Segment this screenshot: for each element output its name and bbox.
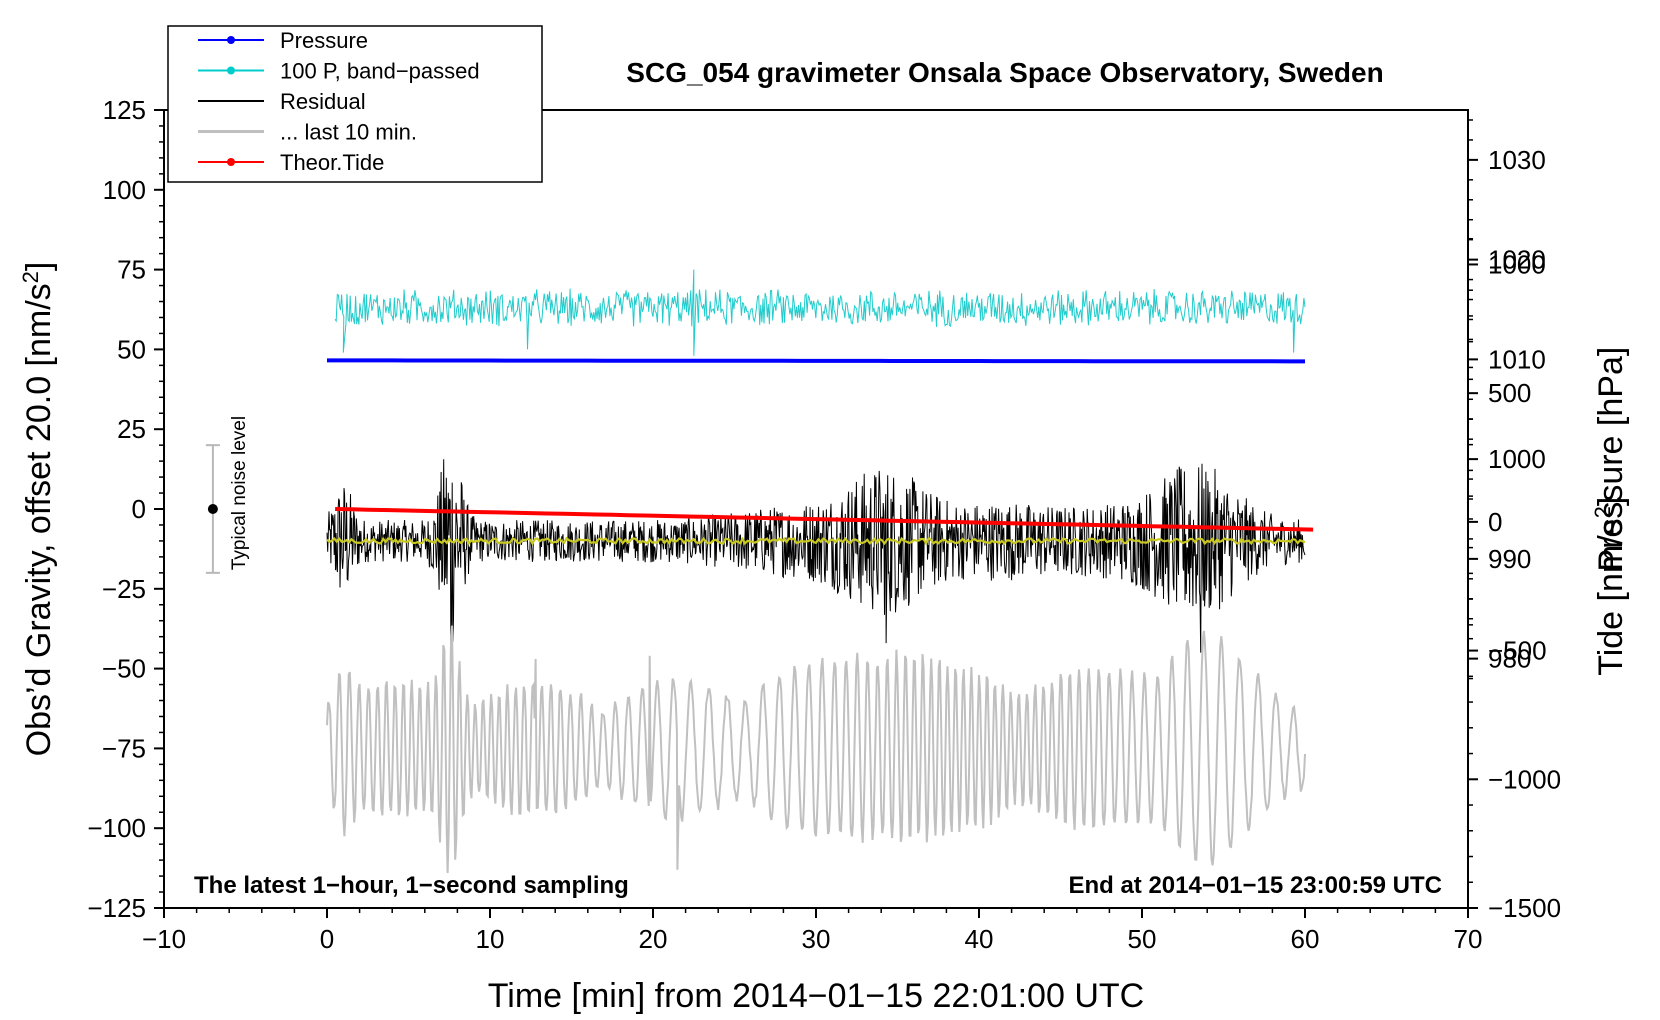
pressure-tick-label: 990 <box>1488 544 1531 574</box>
legend-label: 100 P, band−passed <box>280 59 480 84</box>
series-residual <box>326 459 1306 656</box>
tide-tick-label: −1500 <box>1488 893 1561 923</box>
pressure-tick-label: 1010 <box>1488 344 1546 374</box>
legend-label: Pressure <box>280 28 368 53</box>
y-tick-label: −125 <box>87 893 146 923</box>
series-layer <box>326 269 1314 874</box>
x-tick-label: 10 <box>476 924 505 954</box>
y-axis-title-tide: Tide [nm/s2] <box>1590 497 1630 676</box>
y-axis-title-left-main: Obs’d Gravity, offset 20.0 [nm/s <box>20 283 58 756</box>
tide-tick-label: −1000 <box>1488 764 1561 794</box>
tide-tick-label: 1000 <box>1488 249 1546 279</box>
y-tick-label: −25 <box>102 574 146 604</box>
x-tick-label: 0 <box>320 924 334 954</box>
y-axis-title-left-end: ] <box>20 262 58 271</box>
axes-layer: −10 0 10 20 30 40 50 60 701251007550250−25−50−75… <box>87 95 1561 954</box>
y-tick-label: −75 <box>102 733 146 763</box>
tide-tick-label: −500 <box>1488 636 1547 666</box>
y-tick-label: −50 <box>102 654 146 684</box>
x-tick-label: −10 <box>142 924 186 954</box>
noise-level-label: Typical noise level <box>229 416 250 570</box>
y-tick-label: 75 <box>117 255 146 285</box>
pressure-tick-label: 1030 <box>1488 145 1546 175</box>
pressure-tick-label: 1000 <box>1488 444 1546 474</box>
series-pressure <box>327 358 1305 364</box>
legend-label: ... last 10 min. <box>280 120 417 145</box>
legend-swatch-marker <box>227 36 235 44</box>
y-axis-title-tide-end: ] <box>1592 497 1630 506</box>
x-tick-label: 50 <box>1128 924 1157 954</box>
noise-bar-center-dot <box>207 504 218 514</box>
series-last-10-min <box>326 625 1306 874</box>
x-tick-label: 20 <box>639 924 668 954</box>
y-tick-label: 50 <box>117 334 146 364</box>
legend-entry: Theor.Tide <box>198 150 384 175</box>
series-residual-smoothed <box>326 536 1306 546</box>
legend: Pressure 100 P, band−passed Residual ... la… <box>167 25 543 183</box>
legend-label: Theor.Tide <box>280 150 384 175</box>
x-tick-label: 40 <box>965 924 994 954</box>
legend-label: Residual <box>280 89 366 114</box>
y-axis-title-tide-main: Tide [nm/s <box>1592 518 1630 675</box>
annotation-sampling: The latest 1−hour, 1−second sampling <box>194 872 629 899</box>
y-tick-label: 25 <box>117 414 146 444</box>
pressure-tick-label: 980 <box>1488 644 1531 674</box>
y-axis-title-left-sup: 2 <box>18 271 43 283</box>
y-axis-title-tide-sup: 2 <box>1590 506 1615 518</box>
pressure-tick-label: 1020 <box>1488 245 1546 275</box>
series-pressure-bandpassed <box>334 269 1306 356</box>
legend-swatch-marker <box>227 158 235 166</box>
annotation-end-time: End at 2014−01−15 23:00:59 UTC <box>1068 872 1442 899</box>
tide-tick-label: 500 <box>1488 378 1531 408</box>
x-axis-title: Time [min] from 2014−01−15 22:01:00 UTC <box>488 977 1144 1015</box>
y-tick-label: −100 <box>87 813 146 843</box>
y-axis-title-pressure: Pressure [hPa] <box>1592 347 1630 572</box>
x-tick-label: 60 <box>1291 924 1320 954</box>
noise-level-indicator <box>205 444 220 574</box>
tide-tick-label: 0 <box>1488 507 1502 537</box>
legend-box <box>167 25 543 183</box>
y-tick-label: 125 <box>103 95 146 125</box>
legend-entry: Residual <box>198 89 366 114</box>
legend-entry: ... last 10 min. <box>198 120 417 145</box>
x-tick-label: 30 <box>802 924 831 954</box>
y-axis-title-left: Obs’d Gravity, offset 20.0 [nm/s2] <box>18 262 58 757</box>
legend-swatch-marker <box>227 66 235 75</box>
legend-entry: Pressure <box>198 28 368 53</box>
chart-title: SCG_054 gravimeter Onsala Space Observat… <box>626 57 1383 88</box>
series-theoretical-tide <box>335 507 1314 532</box>
y-tick-label: 0 <box>132 494 146 524</box>
legend-entry: 100 P, band−passed <box>198 59 480 84</box>
y-tick-label: 100 <box>103 175 146 205</box>
x-tick-label: 70 <box>1454 924 1483 954</box>
